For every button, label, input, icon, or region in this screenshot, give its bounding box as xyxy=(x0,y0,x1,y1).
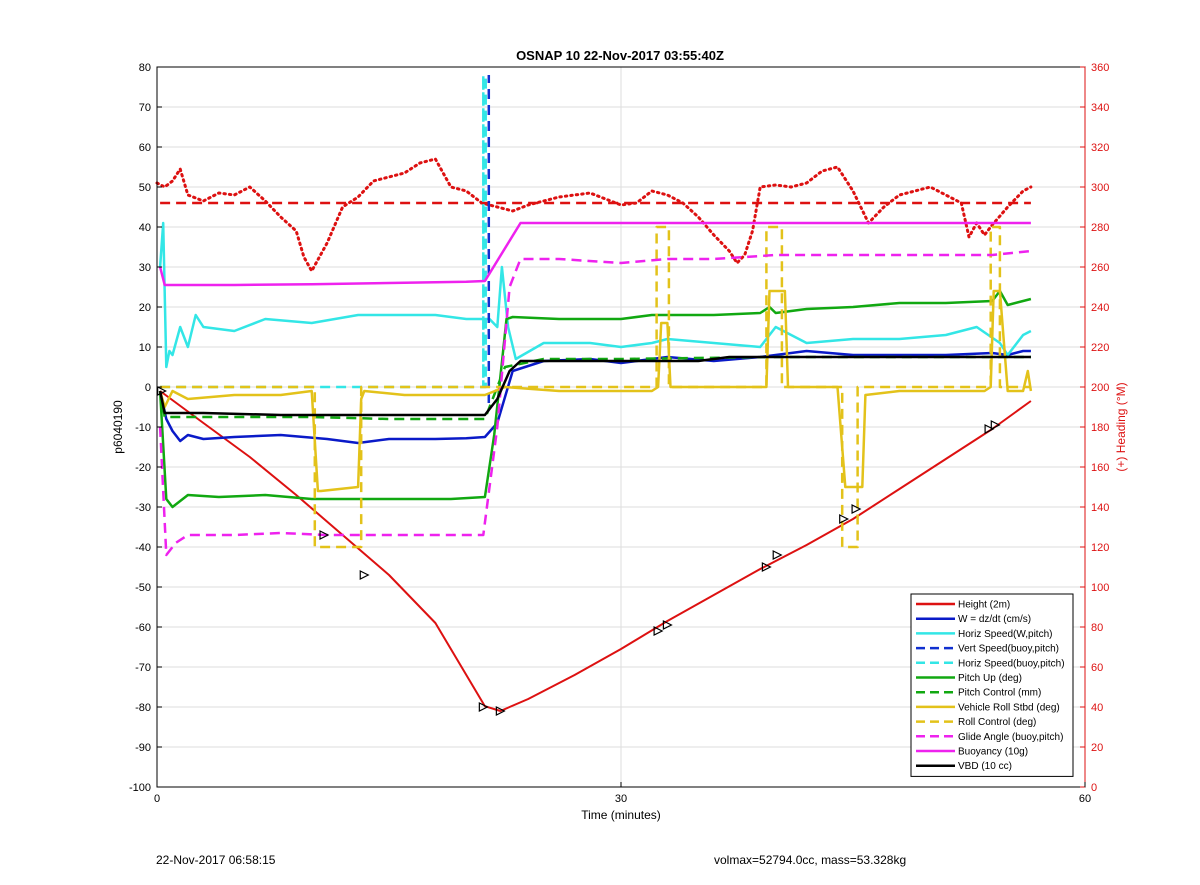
dive-marker xyxy=(157,386,167,396)
y-axis-label: p6040190 xyxy=(111,400,125,454)
y2-tick-label: 60 xyxy=(1091,662,1103,674)
dive-marker xyxy=(761,562,772,572)
y-tick-label: -20 xyxy=(135,462,151,474)
y-tick-label: 50 xyxy=(139,182,151,194)
y-tick-label: -10 xyxy=(135,422,151,434)
legend-entry: Roll Control (deg) xyxy=(958,717,1036,728)
y-tick-label: 20 xyxy=(139,302,151,314)
series-roll-control-deg xyxy=(160,225,1031,549)
legend-entry: W = dz/dt (cm/s) xyxy=(958,614,1031,625)
series-vehicle-roll-stbd-deg xyxy=(158,289,1033,493)
legend-entry: Pitch Control (mm) xyxy=(958,688,1041,699)
y2-tick-label: 280 xyxy=(1091,222,1109,234)
series-horiz-speed-w-pitch xyxy=(158,221,1032,369)
y-tick-label: 40 xyxy=(139,222,151,234)
legend-entry: Vehicle Roll Stbd (deg) xyxy=(958,702,1060,713)
y2-tick-label: 220 xyxy=(1091,342,1109,354)
dive-marker xyxy=(851,504,862,514)
y2-tick-label: 140 xyxy=(1091,502,1109,514)
x-tick-label: 0 xyxy=(154,793,160,805)
series-horiz-speed-buoy-pitch xyxy=(160,73,487,389)
axes: -100-90-80-70-60-50-40-30-20-10010203040… xyxy=(129,62,1109,805)
x-tick-label: 60 xyxy=(1079,793,1091,805)
y-tick-label: -60 xyxy=(135,622,151,634)
y-tick-label: -70 xyxy=(135,662,151,674)
chart-title: OSNAP 10 22-Nov-2017 03:55:40Z xyxy=(516,48,724,63)
y2-tick-label: 0 xyxy=(1091,782,1097,794)
y-tick-label: -80 xyxy=(135,702,151,714)
series-height-2m xyxy=(159,390,1032,712)
y2-tick-label: 360 xyxy=(1091,62,1109,74)
series-buoyancy-10g xyxy=(158,221,1031,287)
dive-marker xyxy=(984,424,995,434)
y2-axis-label: (+) Heading (°M) xyxy=(1114,382,1128,471)
y2-tick-label: 300 xyxy=(1091,182,1109,194)
y2-tick-label: 120 xyxy=(1091,542,1109,554)
legend-entry: Height (2m) xyxy=(958,600,1010,611)
y-tick-label: -40 xyxy=(135,542,151,554)
series-glide-angle-buoy-pitch xyxy=(158,249,1032,557)
y2-tick-label: 100 xyxy=(1091,582,1109,594)
series-vbd-10-cc xyxy=(158,355,1031,417)
dive-marker xyxy=(990,420,1001,430)
dive-marker xyxy=(478,702,489,712)
legend-entry: Buoyancy (10g) xyxy=(958,747,1028,758)
y-tick-label: 70 xyxy=(139,102,151,114)
y-tick-label: -50 xyxy=(135,582,151,594)
legend-entry: Glide Angle (buoy,pitch) xyxy=(958,732,1063,743)
series-pitch-up-deg xyxy=(158,289,1032,509)
dive-marker xyxy=(359,570,370,580)
dive-marker xyxy=(319,530,330,540)
dive-markers xyxy=(157,386,1001,716)
dive-marker xyxy=(839,514,850,524)
y2-tick-label: 340 xyxy=(1091,102,1109,114)
y-tick-label: -90 xyxy=(135,742,151,754)
dive-marker xyxy=(772,550,783,560)
dive-marker xyxy=(653,626,664,636)
y-tick-label: -100 xyxy=(129,782,151,794)
legend-entry: Vert Speed(buoy,pitch) xyxy=(958,644,1059,655)
y-tick-label: 30 xyxy=(139,262,151,274)
y-tick-label: 10 xyxy=(139,342,151,354)
legend-entry: Horiz Speed(buoy,pitch) xyxy=(958,658,1065,669)
legend: Height (2m) W = dz/dt (cm/s) Horiz Speed(W… xyxy=(910,593,1074,777)
series-w-dz-dt-cm-s xyxy=(158,349,1031,445)
legend-entry: Horiz Speed(W,pitch) xyxy=(958,629,1052,640)
x-tick-label: 30 xyxy=(615,793,627,805)
y-tick-label: 80 xyxy=(139,62,151,74)
y2-tick-label: 180 xyxy=(1091,422,1109,434)
y-tick-label: -30 xyxy=(135,502,151,514)
y2-tick-label: 200 xyxy=(1091,382,1109,394)
y2-tick-label: 260 xyxy=(1091,262,1109,274)
plot-series xyxy=(155,73,1033,712)
y-tick-label: 60 xyxy=(139,142,151,154)
y2-tick-label: 160 xyxy=(1091,462,1109,474)
legend-box xyxy=(910,593,1074,777)
dive-marker xyxy=(662,620,673,630)
y2-tick-label: 20 xyxy=(1091,742,1103,754)
y-tick-label: 0 xyxy=(145,382,151,394)
footer-vehicle-params: volmax=52794.0cc, mass=53.328kg xyxy=(714,853,907,867)
legend-entry: VBD (10 cc) xyxy=(958,761,1012,772)
x-axis-label: Time (minutes) xyxy=(581,808,661,822)
y2-tick-label: 80 xyxy=(1091,622,1103,634)
y2-tick-label: 320 xyxy=(1091,142,1109,154)
y2-tick-label: 40 xyxy=(1091,702,1103,714)
dive-marker xyxy=(495,706,506,716)
y2-tick-label: 240 xyxy=(1091,302,1109,314)
series-heading xyxy=(155,157,1033,273)
footer-timestamp: 22-Nov-2017 06:58:15 xyxy=(156,853,276,867)
legend-entry: Pitch Up (deg) xyxy=(958,673,1022,684)
